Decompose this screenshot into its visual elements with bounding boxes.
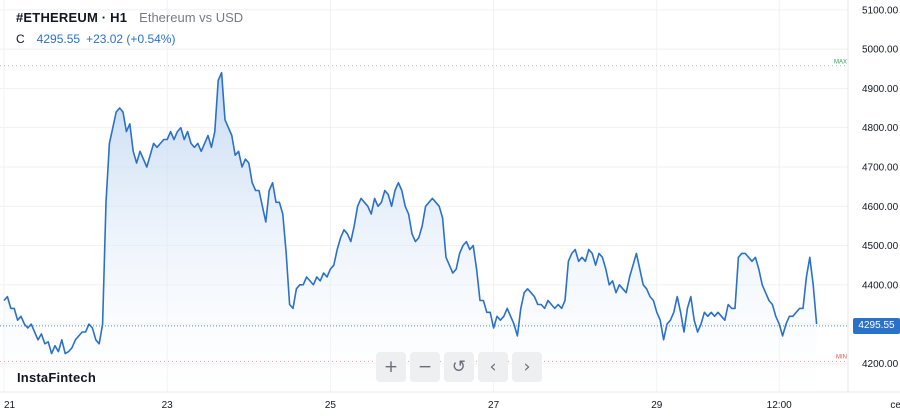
symbol-title: #ETHEREUM · H1 — [16, 10, 128, 25]
y-tick-label: 4800.00 — [862, 123, 899, 134]
zoom-out-button[interactable]: − — [410, 352, 440, 382]
x-tick-label: сент. — [890, 400, 900, 411]
max-label: MAX — [834, 60, 847, 66]
y-tick-label: 4900.00 — [862, 84, 899, 95]
min-label: MIN — [836, 354, 847, 360]
close-value: 4295.55 — [36, 32, 81, 46]
y-tick-label: 5100.00 — [862, 5, 899, 16]
x-tick-label: 21 — [4, 400, 16, 411]
scroll-right-button[interactable]: › — [512, 352, 542, 382]
y-tick-label: 4700.00 — [862, 162, 899, 173]
x-tick-label: 27 — [488, 400, 500, 411]
x-tick-label: 25 — [325, 400, 337, 411]
instafintech-logo: InstaFintech — [17, 370, 96, 385]
ohlc-legend: C 4295.55 +23.02 (+0.54%) — [16, 32, 243, 46]
scroll-left-button[interactable]: ‹ — [478, 352, 508, 382]
symbol-description: Ethereum vs USD — [139, 10, 244, 25]
y-tick-label: 4400.00 — [862, 280, 899, 291]
current-price-badge: 4295.55 — [853, 317, 900, 334]
chart-toolbar: + − ↺ ‹ › — [376, 352, 542, 382]
y-tick-label: 4500.00 — [862, 241, 899, 252]
y-tick-label: 5000.00 — [862, 45, 899, 56]
reset-icon[interactable]: ↺ — [444, 352, 474, 382]
x-tick-label: 29 — [651, 400, 663, 411]
price-area-fill — [4, 72, 817, 392]
y-tick-label: 4600.00 — [862, 202, 899, 213]
zoom-in-button[interactable]: + — [376, 352, 406, 382]
x-tick-label: 23 — [162, 400, 174, 411]
price-line — [3, 71, 818, 355]
y-tick-label: 4200.00 — [862, 359, 899, 370]
close-label: C — [16, 32, 25, 46]
chart-header: #ETHEREUM · H1 Ethereum vs USD C 4295.55… — [16, 10, 243, 46]
x-tick-label: 12:00 — [767, 400, 792, 411]
price-change: +23.02 (+0.54%) — [86, 32, 176, 46]
